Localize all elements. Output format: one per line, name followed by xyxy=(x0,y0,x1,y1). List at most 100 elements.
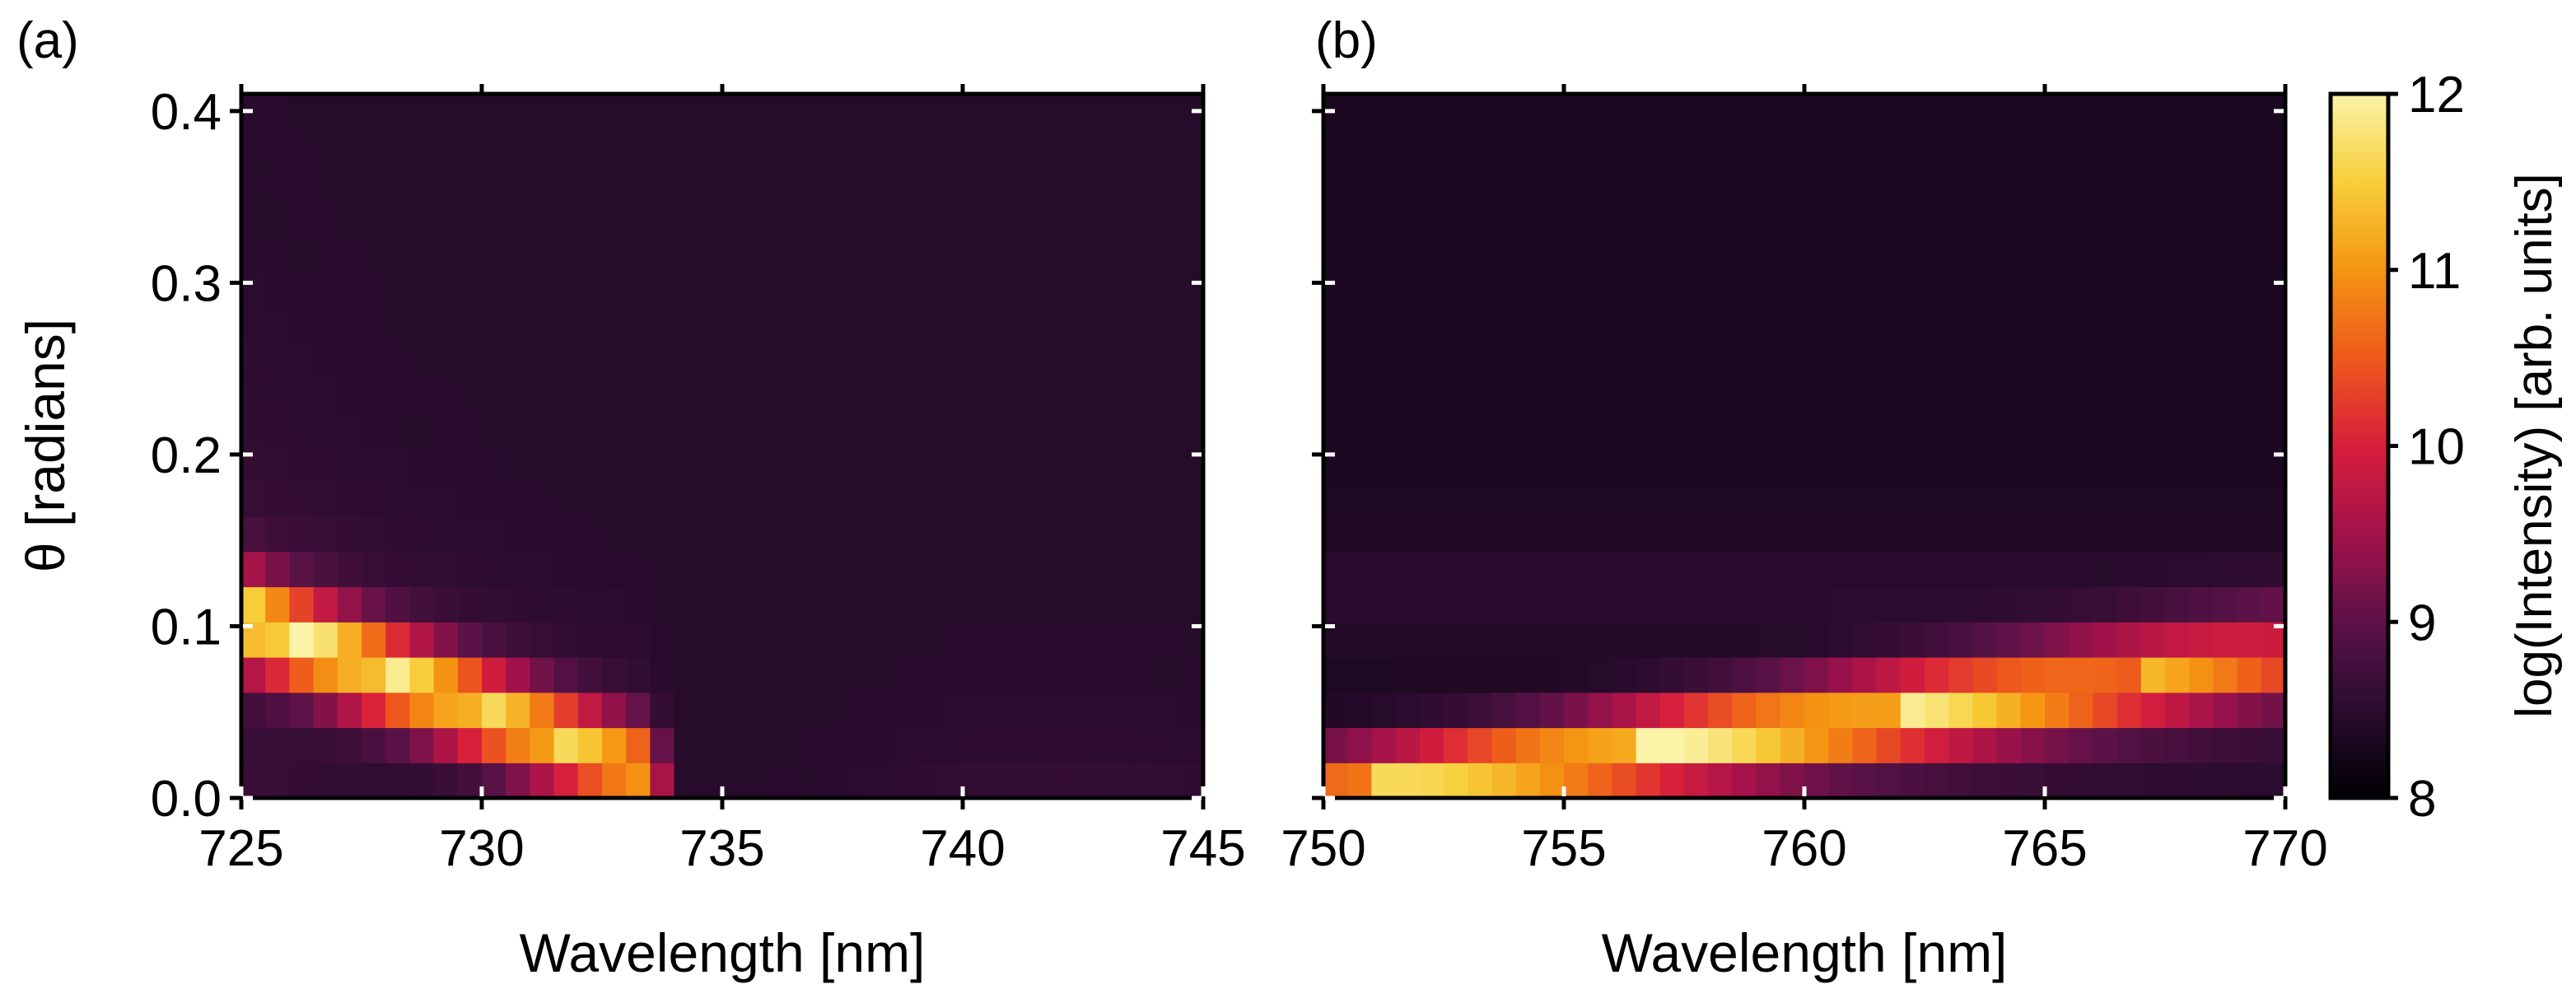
heatmap-cell xyxy=(1178,446,1203,482)
heatmap-cell xyxy=(1468,376,1492,412)
heatmap-cell xyxy=(1948,269,1973,306)
heatmap-cell xyxy=(1107,94,1132,130)
heatmap-cell xyxy=(1539,763,1565,798)
heatmap-cell xyxy=(1588,657,1612,693)
heatmap-cell xyxy=(1395,235,1421,271)
heatmap-cell xyxy=(1395,94,1421,130)
heatmap-cell xyxy=(1178,128,1203,166)
heatmap-cell xyxy=(1612,376,1637,412)
heatmap-cell xyxy=(722,763,747,798)
heatmap-cell xyxy=(1612,551,1637,588)
heatmap-cell xyxy=(2165,235,2190,271)
heatmap-cell xyxy=(1900,269,1925,306)
heatmap-cell xyxy=(1347,94,1372,130)
heatmap-cell xyxy=(433,128,459,166)
heatmap-cell xyxy=(602,446,627,482)
heatmap-cell xyxy=(265,516,290,553)
heatmap-cell xyxy=(1732,199,1757,236)
heatmap-cell xyxy=(241,657,266,693)
heatmap-cell xyxy=(1539,199,1565,236)
heatmap-cell xyxy=(1564,128,1589,166)
heatmap-cell xyxy=(241,446,266,482)
heatmap-cell xyxy=(674,94,699,130)
heatmap-cell xyxy=(2165,586,2190,623)
heatmap-cell xyxy=(1612,586,1637,623)
heatmap-cell xyxy=(987,446,1011,482)
heatmap-cell xyxy=(2213,657,2238,693)
heatmap-cell xyxy=(1828,657,1853,693)
heatmap-cell xyxy=(1131,446,1156,482)
heatmap-cell xyxy=(794,586,819,623)
heatmap-cell xyxy=(265,376,290,412)
heatmap-cell xyxy=(1756,692,1781,729)
heatmap-cell xyxy=(2140,446,2166,482)
heatmap-cell xyxy=(1708,340,1733,376)
heatmap-cell xyxy=(1804,727,1829,763)
heatmap-cell xyxy=(938,622,964,658)
heatmap-cell xyxy=(2140,305,2166,341)
heatmap-cell xyxy=(1371,551,1397,588)
heatmap-cell xyxy=(1491,481,1517,517)
heatmap-cell xyxy=(890,410,916,447)
heatmap-cell xyxy=(602,727,627,763)
heatmap-cell xyxy=(362,340,386,376)
heatmap-cell xyxy=(2045,763,2070,798)
heatmap-cell xyxy=(1659,305,1685,341)
heatmap-cell xyxy=(1419,340,1444,376)
heatmap-cell xyxy=(577,376,603,412)
heatmap-cell xyxy=(241,340,266,376)
heatmap-cell xyxy=(1178,235,1203,271)
heatmap-cell xyxy=(1107,446,1132,482)
heatmap-cell xyxy=(770,727,796,763)
heatmap-cell xyxy=(890,269,916,306)
heatmap-cell xyxy=(1539,481,1565,517)
heatmap-cell xyxy=(938,199,964,236)
heatmap-cell xyxy=(1107,376,1132,412)
heatmap-cell xyxy=(1925,235,1949,271)
heatmap-cell xyxy=(1925,551,1949,588)
heatmap-cell xyxy=(1972,763,1998,798)
heatmap-cell xyxy=(1852,269,1878,306)
heatmap-cell xyxy=(746,340,771,376)
heatmap-cell xyxy=(1083,269,1108,306)
heatmap-cell xyxy=(746,481,771,517)
heatmap-cell xyxy=(433,94,459,130)
heatmap-cell xyxy=(1564,410,1589,447)
heatmap-cell xyxy=(1323,551,1348,588)
heatmap-cell xyxy=(337,516,362,553)
heatmap-cell xyxy=(482,340,506,376)
heatmap-cell xyxy=(794,551,819,588)
heatmap-cell xyxy=(914,622,940,658)
heatmap-cell xyxy=(914,94,940,130)
heatmap-cell xyxy=(1780,199,1805,236)
heatmap-cell xyxy=(963,376,987,412)
heatmap-cell xyxy=(1131,269,1156,306)
heatmap-cell xyxy=(409,340,435,376)
heatmap-cell xyxy=(2140,622,2166,658)
heatmap-cell xyxy=(746,410,771,447)
heatmap-cell xyxy=(1900,94,1925,130)
panel-a-xlabel: Wavelength [nm] xyxy=(520,922,926,983)
heatmap-cell xyxy=(818,305,843,341)
heatmap-cell xyxy=(938,692,964,729)
heatmap-cell xyxy=(1972,376,1998,412)
heatmap-cell xyxy=(1948,235,1973,271)
heatmap-cell xyxy=(1948,340,1973,376)
heatmap-cell xyxy=(506,481,530,517)
heatmap-cell xyxy=(1491,305,1517,341)
heatmap-cell xyxy=(2116,622,2142,658)
heatmap-cell xyxy=(1612,128,1637,166)
heatmap-cell xyxy=(890,763,916,798)
heatmap-cell xyxy=(1155,586,1180,623)
heatmap-cell xyxy=(506,235,530,271)
heatmap-cell xyxy=(794,235,819,271)
heatmap-cell xyxy=(1444,586,1468,623)
heatmap-cell xyxy=(1010,657,1036,693)
heatmap-cell xyxy=(770,340,796,376)
heatmap-cell xyxy=(626,727,651,763)
heatmap-cell xyxy=(650,94,675,130)
heatmap-cell xyxy=(1684,128,1709,166)
heatmap-cell xyxy=(1155,692,1180,729)
heatmap-cell xyxy=(530,305,555,341)
heatmap-cell xyxy=(1468,199,1492,236)
